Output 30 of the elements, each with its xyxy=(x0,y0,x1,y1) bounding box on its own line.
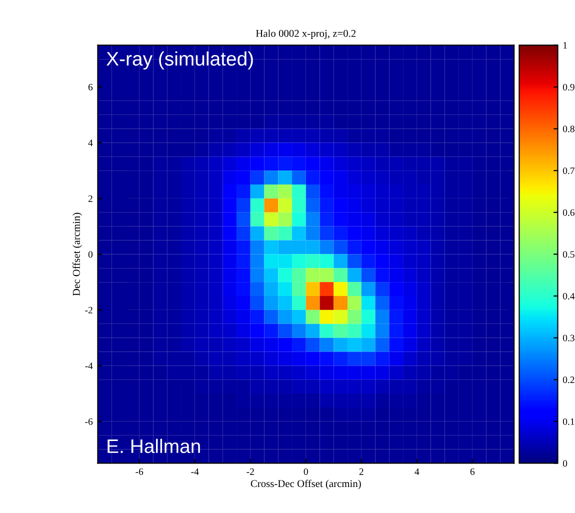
color-bar-label: 0.4 xyxy=(562,292,575,300)
color-bar-label: 0.1 xyxy=(562,418,574,425)
x-tick-label: 2 xyxy=(359,468,364,475)
y-tick-label: 6 xyxy=(88,84,93,90)
color-bar-label: 0.6 xyxy=(562,209,574,216)
x-tick-label: -2 xyxy=(246,468,254,475)
x-axis-title: Cross-Dec Offset (arcmin) xyxy=(250,480,361,490)
y-tick-label: -4 xyxy=(85,362,93,370)
color-bar-label: 0.8 xyxy=(562,126,574,132)
color-bar-label: 0.2 xyxy=(562,376,574,384)
x-tick-label: -6 xyxy=(136,468,144,475)
y-tick-label: 2 xyxy=(88,195,92,202)
y-tick-label: -6 xyxy=(85,418,93,425)
color-bar-label: 0.9 xyxy=(562,84,574,90)
y-axis-title: Dec Offset (arcmin) xyxy=(72,212,82,296)
chart-title: Halo 0002 x-proj, z=0.2 xyxy=(256,30,356,40)
y-tick-label: 4 xyxy=(88,140,93,146)
x-tick-label: -4 xyxy=(191,468,199,475)
color-bar-label: 1 xyxy=(563,42,567,49)
annotation: E. Hallman xyxy=(108,438,200,454)
color-bar-label: 0.3 xyxy=(562,334,574,342)
x-tick-label: 0 xyxy=(304,468,308,475)
color-bar-label: 0 xyxy=(562,460,568,467)
y-tick-label: 0 xyxy=(88,251,93,258)
annotation: X-ray (simulated) xyxy=(106,51,253,70)
x-tick-label: 4 xyxy=(414,468,420,475)
x-tick-label: 6 xyxy=(470,468,475,475)
y-tick-label: -2 xyxy=(85,306,92,314)
color-bar-label: 0.7 xyxy=(562,167,574,174)
color-bar-label: 0.5 xyxy=(562,251,574,258)
